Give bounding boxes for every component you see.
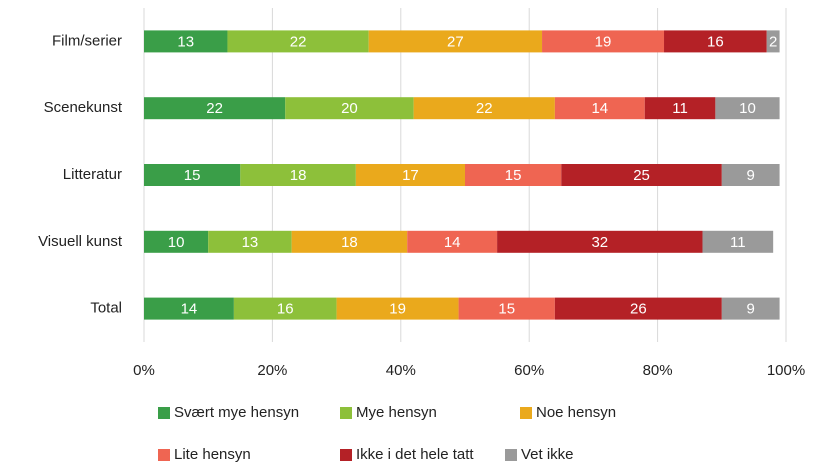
x-tick-label: 60% [514,362,544,379]
data-label: 9 [747,167,755,184]
data-label: 19 [595,33,612,50]
bar-segment [413,97,555,120]
data-label: 10 [739,100,756,117]
data-label: 13 [242,234,259,251]
data-label: 32 [591,234,608,251]
bar-segment [407,230,498,253]
bar-segment [721,164,780,186]
data-label: 26 [630,301,647,318]
bar-segment [702,230,774,253]
bar-segment [233,297,337,320]
bar-segment [721,297,780,320]
bar-segment [227,30,369,53]
bar-segment [497,230,703,253]
x-tick-label: 40% [386,362,416,379]
bar-segment [355,164,465,186]
bar-segment [368,30,543,53]
bar-segment [291,230,408,253]
data-label: 15 [505,167,522,184]
data-label: 9 [747,301,755,318]
data-label: 18 [290,167,307,184]
data-label: 11 [730,234,746,251]
bar-segment [144,30,228,53]
data-label: 10 [168,234,185,251]
bar-segment [664,30,767,53]
legend-label: Vet ikke [521,446,574,463]
legend-swatch [340,449,352,461]
data-label: 16 [277,301,294,318]
x-tick-label: 0% [133,362,155,379]
legend-swatch [158,407,170,419]
bar-segment [144,97,286,120]
data-label: 14 [591,100,608,117]
legend-swatch [520,407,532,419]
bar-segment [208,230,292,253]
y-tick-label: Total [90,300,122,317]
data-label: 27 [447,33,464,50]
data-label: 15 [184,167,201,184]
data-label: 13 [177,33,194,50]
legend-swatch [158,449,170,461]
bar-segment [240,164,356,186]
y-tick-label: Film/serier [52,32,122,49]
x-tick-label: 20% [257,362,287,379]
legend-label: Ikke i det hele tatt [356,446,474,463]
bar-segment [144,230,209,253]
bar-segment [144,297,234,320]
bar-segment [715,97,780,120]
y-tick-label: Litteratur [63,166,122,183]
legend-swatch [505,449,517,461]
bar-segment [554,297,722,320]
data-label: 22 [290,33,307,50]
legend-label: Lite hensyn [174,446,251,463]
legend-label: Mye hensyn [356,404,437,421]
bar-segment [766,30,780,53]
data-label: 19 [389,301,406,318]
y-tick-label: Scenekunst [44,99,123,116]
legend-label: Svært mye hensyn [174,404,299,421]
data-label: 20 [341,100,358,117]
legend-label: Noe hensyn [536,404,616,421]
data-label: 15 [498,301,515,318]
data-label: 14 [181,301,198,318]
bar-segment [561,164,722,186]
data-label: 11 [672,100,688,117]
y-tick-label: Visuell kunst [38,233,123,250]
bar-segment [465,164,562,186]
data-label: 22 [206,100,223,117]
bar-segment [554,97,645,120]
bar-segment [542,30,665,53]
bar-segment [336,297,459,320]
data-label: 16 [707,33,724,50]
bar-segment [144,164,241,186]
data-label: 25 [633,167,650,184]
legend-swatch [340,407,352,419]
bar-segment [644,97,716,120]
bar-segment [285,97,414,120]
data-label: 17 [402,167,419,184]
x-tick-label: 80% [643,362,673,379]
bar-segment [458,297,555,320]
x-tick-label: 100% [767,362,805,379]
data-label: 2 [769,33,777,50]
data-label: 18 [341,234,358,251]
data-label: 22 [476,100,493,117]
data-label: 14 [444,234,461,251]
